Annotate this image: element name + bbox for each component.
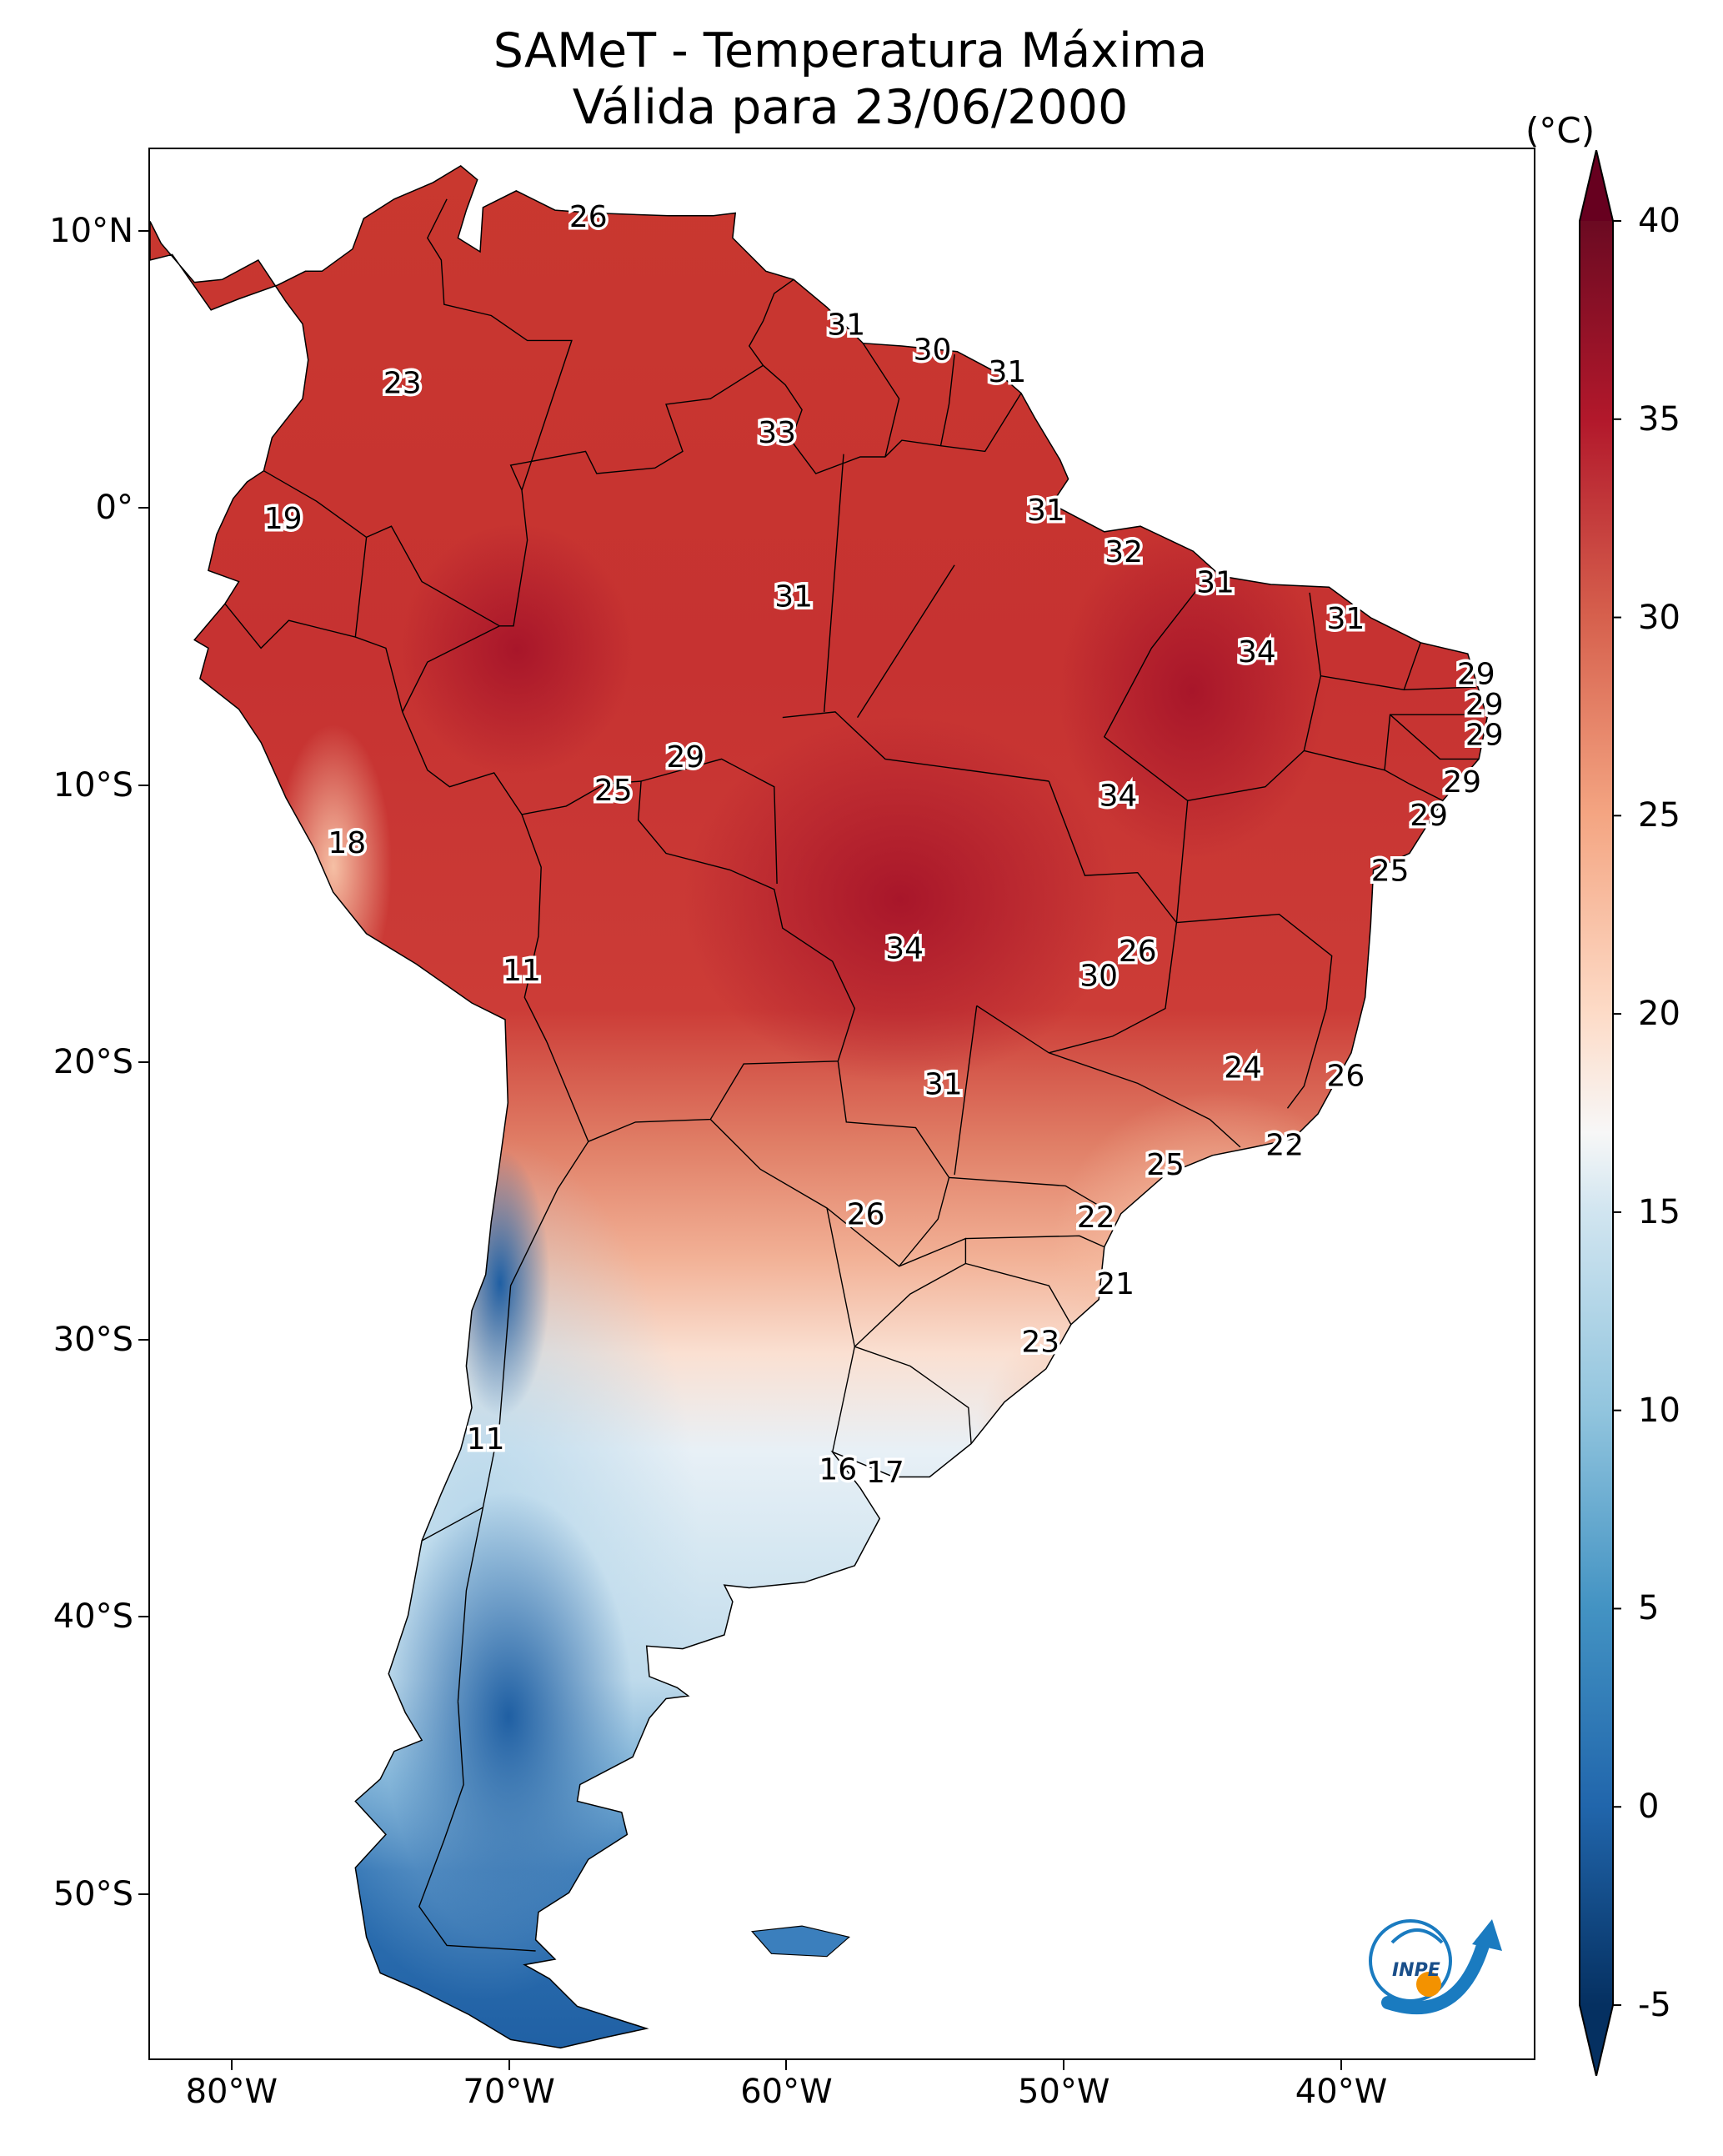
contour-label: 30 xyxy=(1079,960,1118,994)
contour-label: 25 xyxy=(1146,1148,1185,1182)
latitude-label: 10°S xyxy=(53,765,133,805)
colorbar xyxy=(1579,150,1621,2076)
inpe-logo: INPE xyxy=(1369,1919,1502,2015)
colorbar-tick-label: 15 xyxy=(1638,1192,1680,1231)
map-subtitle: Válida para 23/06/2000 xyxy=(572,80,1129,135)
contour-label: 31 xyxy=(774,579,813,614)
contour-label: 16 xyxy=(819,1453,857,1487)
latitude-tick xyxy=(138,1893,148,1895)
longitude-tick xyxy=(785,2060,788,2070)
map-title: SAMeT - Temperatura Máxima xyxy=(493,23,1208,78)
latitude-label: 50°S xyxy=(53,1874,133,1913)
longitude-label: 60°W xyxy=(740,2073,833,2111)
longitude-tick xyxy=(230,2060,233,2070)
map-panel: 26 31 30 31 23 33 19 31 32 31 31 31 34 29 29 29 29 25 29 34… xyxy=(148,148,1535,2060)
longitude-label: 80°W xyxy=(185,2073,278,2111)
colorbar-tick-label: 35 xyxy=(1638,399,1680,439)
contour-label: 11 xyxy=(467,1422,505,1457)
longitude-label: 50°W xyxy=(1018,2073,1110,2111)
continent-land xyxy=(150,164,1488,2049)
contour-label: 29 xyxy=(666,740,704,775)
colorbar-extend-low xyxy=(1580,2005,1613,2076)
colorbar-tick-label: 20 xyxy=(1638,995,1680,1034)
latitude-label: 40°S xyxy=(53,1597,133,1637)
contour-label: 29 xyxy=(1457,657,1495,691)
contour-label: 34 xyxy=(885,932,924,966)
inpe-logo-text: INPE xyxy=(1392,1960,1440,1981)
colorbar-tick-label: 40 xyxy=(1638,202,1680,240)
country-state-borders xyxy=(224,198,1485,1952)
longitude-tick xyxy=(1340,2060,1343,2070)
latitude-tick xyxy=(138,1338,148,1341)
contour-label: 26 xyxy=(1326,1059,1365,1093)
contour-label: 31 xyxy=(1027,494,1065,528)
contour-label: 34 xyxy=(1099,780,1138,814)
colorbar-unit: (°C) xyxy=(1525,110,1595,151)
contour-label: 31 xyxy=(924,1067,963,1101)
contour-label: 23 xyxy=(1021,1326,1059,1360)
contour-label: 29 xyxy=(1410,799,1448,833)
latitude-tick xyxy=(138,1616,148,1618)
contour-label: 26 xyxy=(569,200,608,234)
contour-label: 31 xyxy=(827,308,865,343)
colorbar-tick-label: 30 xyxy=(1638,598,1680,637)
contour-label: 33 xyxy=(758,416,796,450)
contour-label: 17 xyxy=(866,1456,904,1490)
longitude-tick xyxy=(1063,2060,1065,2070)
colorbar-tick-label: 5 xyxy=(1638,1589,1660,1628)
contour-label: 25 xyxy=(594,774,633,808)
latitude-tick xyxy=(138,1061,148,1064)
colorbar-tick-label: -5 xyxy=(1638,1986,1671,2024)
latitude-tick xyxy=(138,784,148,786)
contour-label: 11 xyxy=(503,954,541,988)
falkland-islands xyxy=(750,1925,850,1958)
contour-label: 29 xyxy=(1465,688,1504,722)
contour-label: 26 xyxy=(847,1198,885,1232)
contour-label: 31 xyxy=(988,355,1026,389)
contour-label: 23 xyxy=(383,366,422,400)
contour-label: 30 xyxy=(914,333,952,367)
contour-label: 21 xyxy=(1096,1267,1134,1301)
contour-label: 22 xyxy=(1077,1201,1115,1235)
latitude-label: 20°S xyxy=(53,1043,133,1082)
contour-label: 29 xyxy=(1443,765,1481,800)
latitude-label: 10°N xyxy=(49,211,133,250)
contour-label: 18 xyxy=(328,826,366,860)
colorbar-tick-label: 0 xyxy=(1638,1787,1660,1827)
longitude-tick xyxy=(508,2060,510,2070)
latitude-tick xyxy=(138,507,148,509)
contour-label: 34 xyxy=(1238,635,1276,669)
contour-label: 19 xyxy=(264,502,303,536)
contour-label: 24 xyxy=(1224,1051,1262,1086)
longitude-label: 70°W xyxy=(463,2073,555,2111)
latitude-label: 30°S xyxy=(53,1320,133,1359)
contour-label: 32 xyxy=(1104,535,1143,569)
latitude-tick xyxy=(138,229,148,232)
contour-label: 22 xyxy=(1265,1129,1304,1163)
contour-label: 25 xyxy=(1371,854,1410,888)
contour-label: 29 xyxy=(1465,719,1504,753)
longitude-label: 40°W xyxy=(1295,2073,1388,2111)
latitude-label: 0° xyxy=(95,489,133,528)
colorbar-body xyxy=(1580,221,1613,2005)
contour-label: 26 xyxy=(1119,935,1157,969)
colorbar-tick-label: 25 xyxy=(1638,796,1680,835)
contour-label: 31 xyxy=(1326,602,1365,636)
colorbar-extend-high xyxy=(1580,150,1613,221)
colorbar-tick-label: 10 xyxy=(1638,1391,1680,1430)
contour-label: 31 xyxy=(1196,566,1235,600)
